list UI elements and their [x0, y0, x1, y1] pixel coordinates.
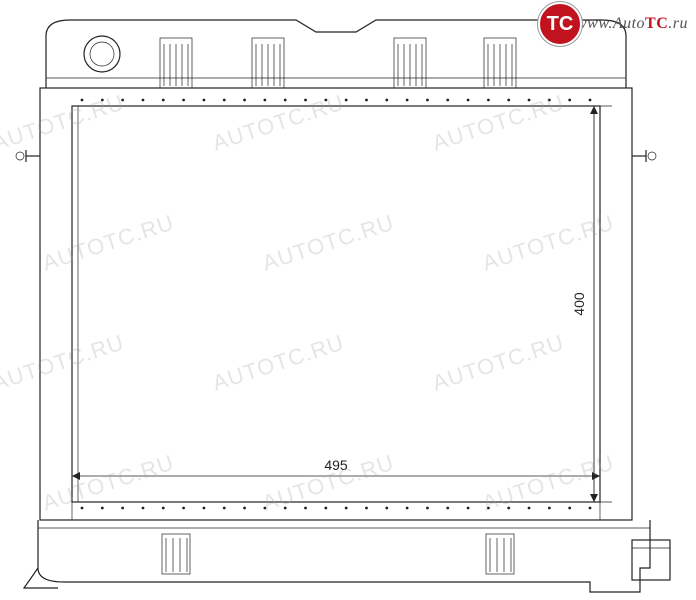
- site-badge: TC www.AutoTC.ru: [538, 2, 688, 46]
- radiator-drawing: 495 400: [0, 0, 696, 600]
- svg-text:495: 495: [324, 457, 348, 473]
- diagram-stage: { "canvas": { "width": 696, "height": 60…: [0, 0, 696, 600]
- badge-url-prefix: www.Auto: [576, 15, 645, 32]
- badge-url: www.AutoTC.ru: [576, 15, 688, 33]
- svg-text:400: 400: [571, 292, 587, 316]
- badge-logo: TC: [538, 2, 582, 46]
- badge-url-accent: TC: [645, 15, 668, 32]
- badge-url-suffix: .ru: [668, 15, 688, 32]
